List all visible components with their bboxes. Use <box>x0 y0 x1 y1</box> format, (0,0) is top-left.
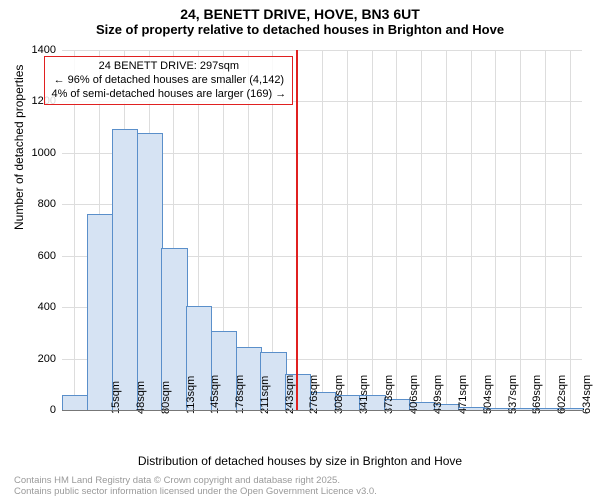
chart-plot-area: 020040060080010001200140015sqm48sqm80sqm… <box>62 50 582 410</box>
chart-title-line1: 24, BENETT DRIVE, HOVE, BN3 6UT <box>0 0 600 22</box>
xgridline <box>495 50 496 410</box>
xgridline <box>322 50 323 410</box>
histogram-bar <box>137 133 163 410</box>
marker-line <box>296 50 298 410</box>
ytick-label: 800 <box>38 198 56 210</box>
xgridline <box>545 50 546 410</box>
ytick-label: 600 <box>38 250 56 262</box>
axis-baseline <box>62 410 582 411</box>
ytick-label: 1000 <box>32 147 56 159</box>
xgridline <box>372 50 373 410</box>
xgridline <box>520 50 521 410</box>
marker-callout: 24 BENETT DRIVE: 297sqm← 96% of detached… <box>44 56 293 105</box>
chart-title-line2: Size of property relative to detached ho… <box>0 22 600 41</box>
xgridline <box>347 50 348 410</box>
histogram-bar <box>112 129 138 410</box>
attribution-footer: Contains HM Land Registry data © Crown c… <box>14 476 377 498</box>
chart-container: 24, BENETT DRIVE, HOVE, BN3 6UT Size of … <box>0 0 600 500</box>
xgridline <box>570 50 571 410</box>
callout-line1: 24 BENETT DRIVE: 297sqm <box>51 60 286 74</box>
xtick-label: 667sqm <box>566 375 600 414</box>
y-axis-label: Number of detached properties <box>12 65 26 230</box>
xgridline <box>421 50 422 410</box>
ytick-label: 200 <box>38 353 56 365</box>
x-axis-label: Distribution of detached houses by size … <box>0 454 600 468</box>
ytick-label: 1400 <box>32 44 56 56</box>
xgridline <box>471 50 472 410</box>
callout-line3: 4% of semi-detached houses are larger (1… <box>51 88 286 102</box>
footer-line2: Contains public sector information licen… <box>14 487 377 498</box>
xgridline <box>446 50 447 410</box>
callout-line2: ← 96% of detached houses are smaller (4,… <box>51 74 286 88</box>
xgridline <box>396 50 397 410</box>
ytick-label: 400 <box>38 301 56 313</box>
ytick-label: 0 <box>50 404 56 416</box>
